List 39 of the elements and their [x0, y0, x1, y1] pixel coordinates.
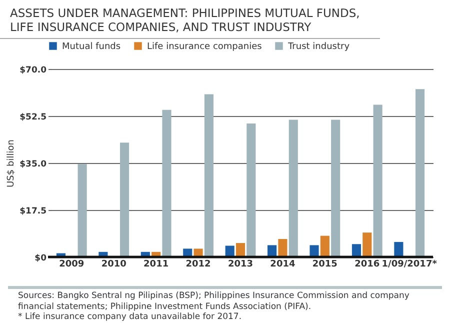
- y-tick-label: $35.0: [20, 160, 47, 170]
- bar: [204, 94, 214, 257]
- bar: [246, 124, 256, 257]
- chart-title: ASSETS UNDER MANAGEMENT: PHILIPPINES MUTUAL FUNDS, LIFE INSURANCE COMPANIES, AND TRUST INDUSTRY: [0, 0, 380, 39]
- bar: [225, 246, 234, 257]
- y-tick-label: $70.0: [20, 66, 47, 76]
- source-note: Sources: Bangko Sentral ng Pilipinas (BSP); Philippines Insurance Commission and company financial statements; Philippine Investment Funds Association (PIFA).: [18, 291, 410, 312]
- legend-label: Trust industry: [287, 42, 350, 52]
- y-tick-label: $17.5: [20, 206, 47, 216]
- bar: [236, 243, 246, 257]
- legend-label: Mutual funds: [62, 42, 121, 52]
- bar: [394, 242, 404, 257]
- x-tick-label: 2015: [312, 260, 338, 270]
- legend-label: Life insurance companies: [147, 42, 262, 52]
- bar: [352, 244, 362, 257]
- bar: [362, 232, 372, 257]
- bar: [331, 120, 340, 257]
- x-tick-label: 2013: [228, 260, 254, 270]
- bar: [320, 236, 330, 257]
- y-axis-title: US$ billion: [6, 140, 17, 188]
- text: * Life insurance company data unavailable for 2017.: [18, 312, 243, 322]
- y-tick-label: $52.5: [20, 112, 47, 122]
- x-tick-label: 2016: [354, 260, 380, 270]
- y-tick-label: $0: [34, 254, 47, 264]
- bar: [373, 104, 382, 257]
- bar: [120, 142, 130, 257]
- x-tick-label: 2009: [59, 260, 84, 270]
- bar: [288, 120, 298, 257]
- bar: [415, 89, 425, 257]
- bar: [278, 239, 288, 257]
- x-tick-label: 2011: [144, 260, 169, 270]
- x-tick-label: 2010: [101, 260, 126, 270]
- x-tick-label: 2014: [270, 260, 296, 270]
- x-tick-label: 2012: [186, 260, 211, 270]
- x-tick-label: 1/09/2017*: [382, 260, 438, 270]
- bar: [268, 245, 277, 257]
- bar: [162, 110, 172, 257]
- bar: [78, 164, 87, 257]
- bar: [310, 245, 319, 257]
